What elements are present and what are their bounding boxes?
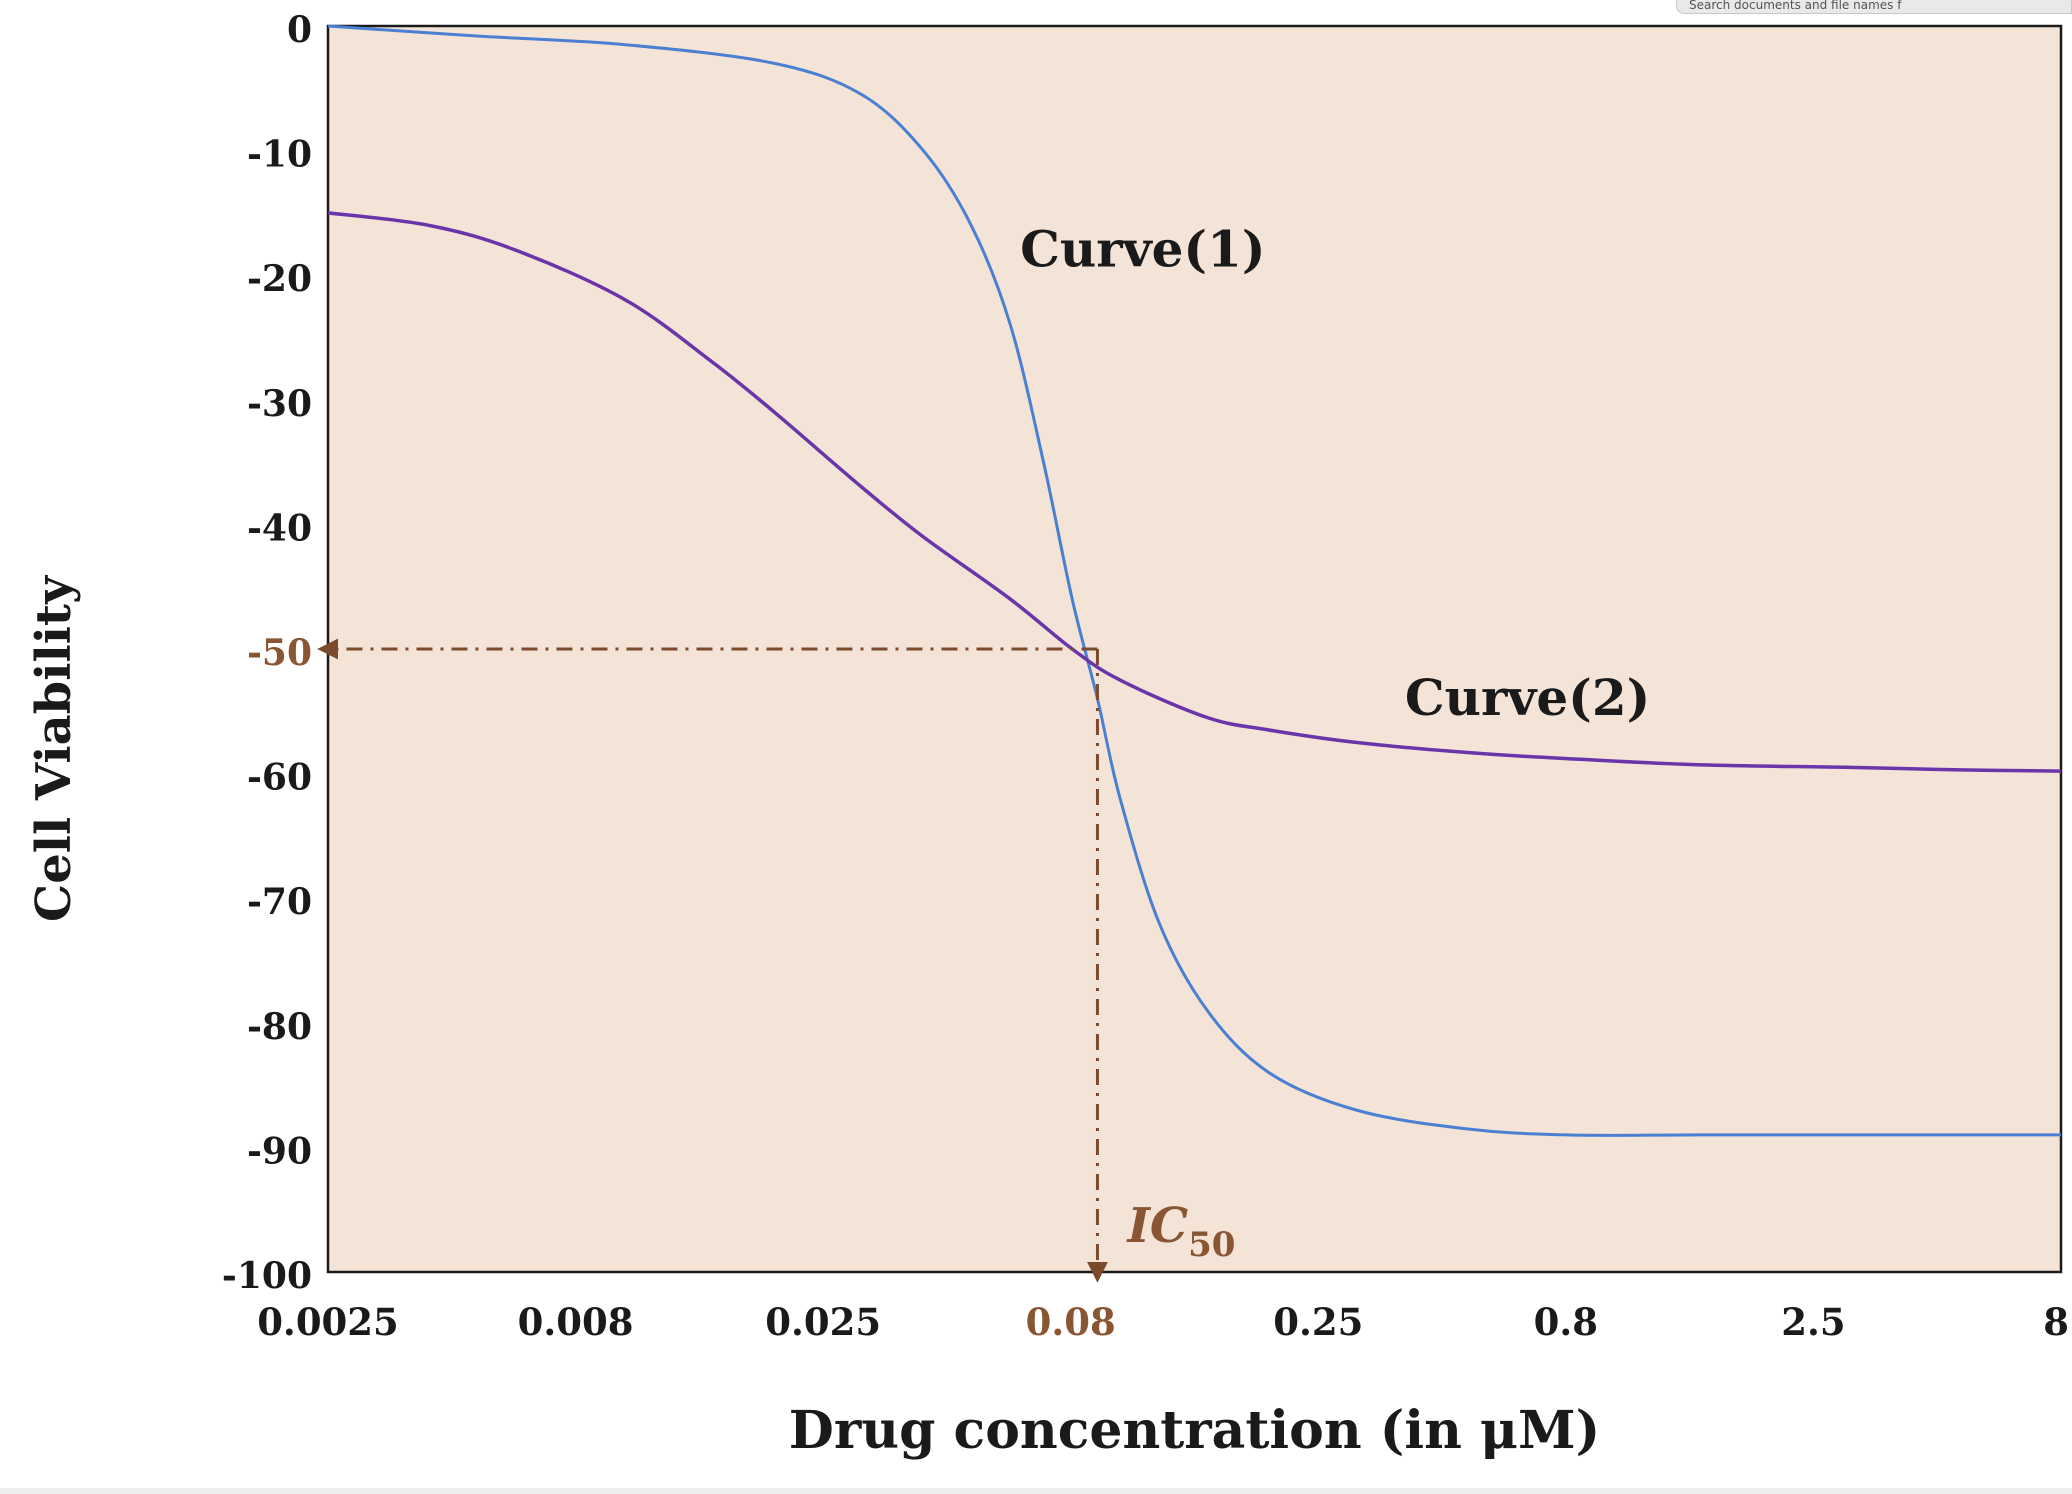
x-tick-label: 8 — [2043, 1300, 2069, 1344]
x-tick-label: 0.025 — [765, 1300, 881, 1344]
y-axis-label: Cell Viability — [26, 574, 82, 922]
ic50-subscript: 50 — [1188, 1225, 1235, 1265]
y-tick-label: -40 — [247, 507, 312, 549]
y-tick-label: -30 — [247, 383, 312, 425]
x-axis-label: Drug concentration (in μM) — [789, 1400, 1600, 1461]
x-tick-label: 2.5 — [1781, 1300, 1845, 1344]
x-tick-label: 0.25 — [1273, 1300, 1363, 1344]
curve-annotation-2: Curve(2) — [1405, 668, 1650, 727]
y-tick-label: -10 — [247, 134, 312, 176]
curve-annotation-1: Curve(1) — [1020, 219, 1265, 278]
y-tick-label: -60 — [247, 757, 312, 799]
series-line-2 — [327, 211, 2062, 773]
y-tick-label: 0 — [287, 9, 312, 51]
y-tick-label: -100 — [222, 1255, 312, 1297]
y-tick-label: -50 — [247, 632, 312, 674]
x-tick-label: 0.8 — [1534, 1300, 1598, 1344]
chart-labels: Drug concentration (in μM) Cell Viability… — [26, 219, 1650, 1461]
bottom-strip — [0, 1488, 2072, 1494]
plot-area — [326, 24, 2063, 1274]
y-tick-label: -90 — [247, 1130, 312, 1172]
ic50-guides — [317, 638, 1108, 1283]
y-tick-label: -70 — [247, 881, 312, 923]
tick-labels: 0.0025 0.008 0.025 0.08 0.25 0.8 2.5 8 0 -10 -20 -3… — [222, 9, 2069, 1344]
x-tick-label: 0.008 — [518, 1300, 634, 1344]
x-tick-label: 0.08 — [1026, 1300, 1116, 1344]
y-tick-label: -80 — [247, 1006, 312, 1048]
x-tick-label: 0.0025 — [257, 1300, 399, 1344]
y-tick-label: -20 — [247, 258, 312, 300]
